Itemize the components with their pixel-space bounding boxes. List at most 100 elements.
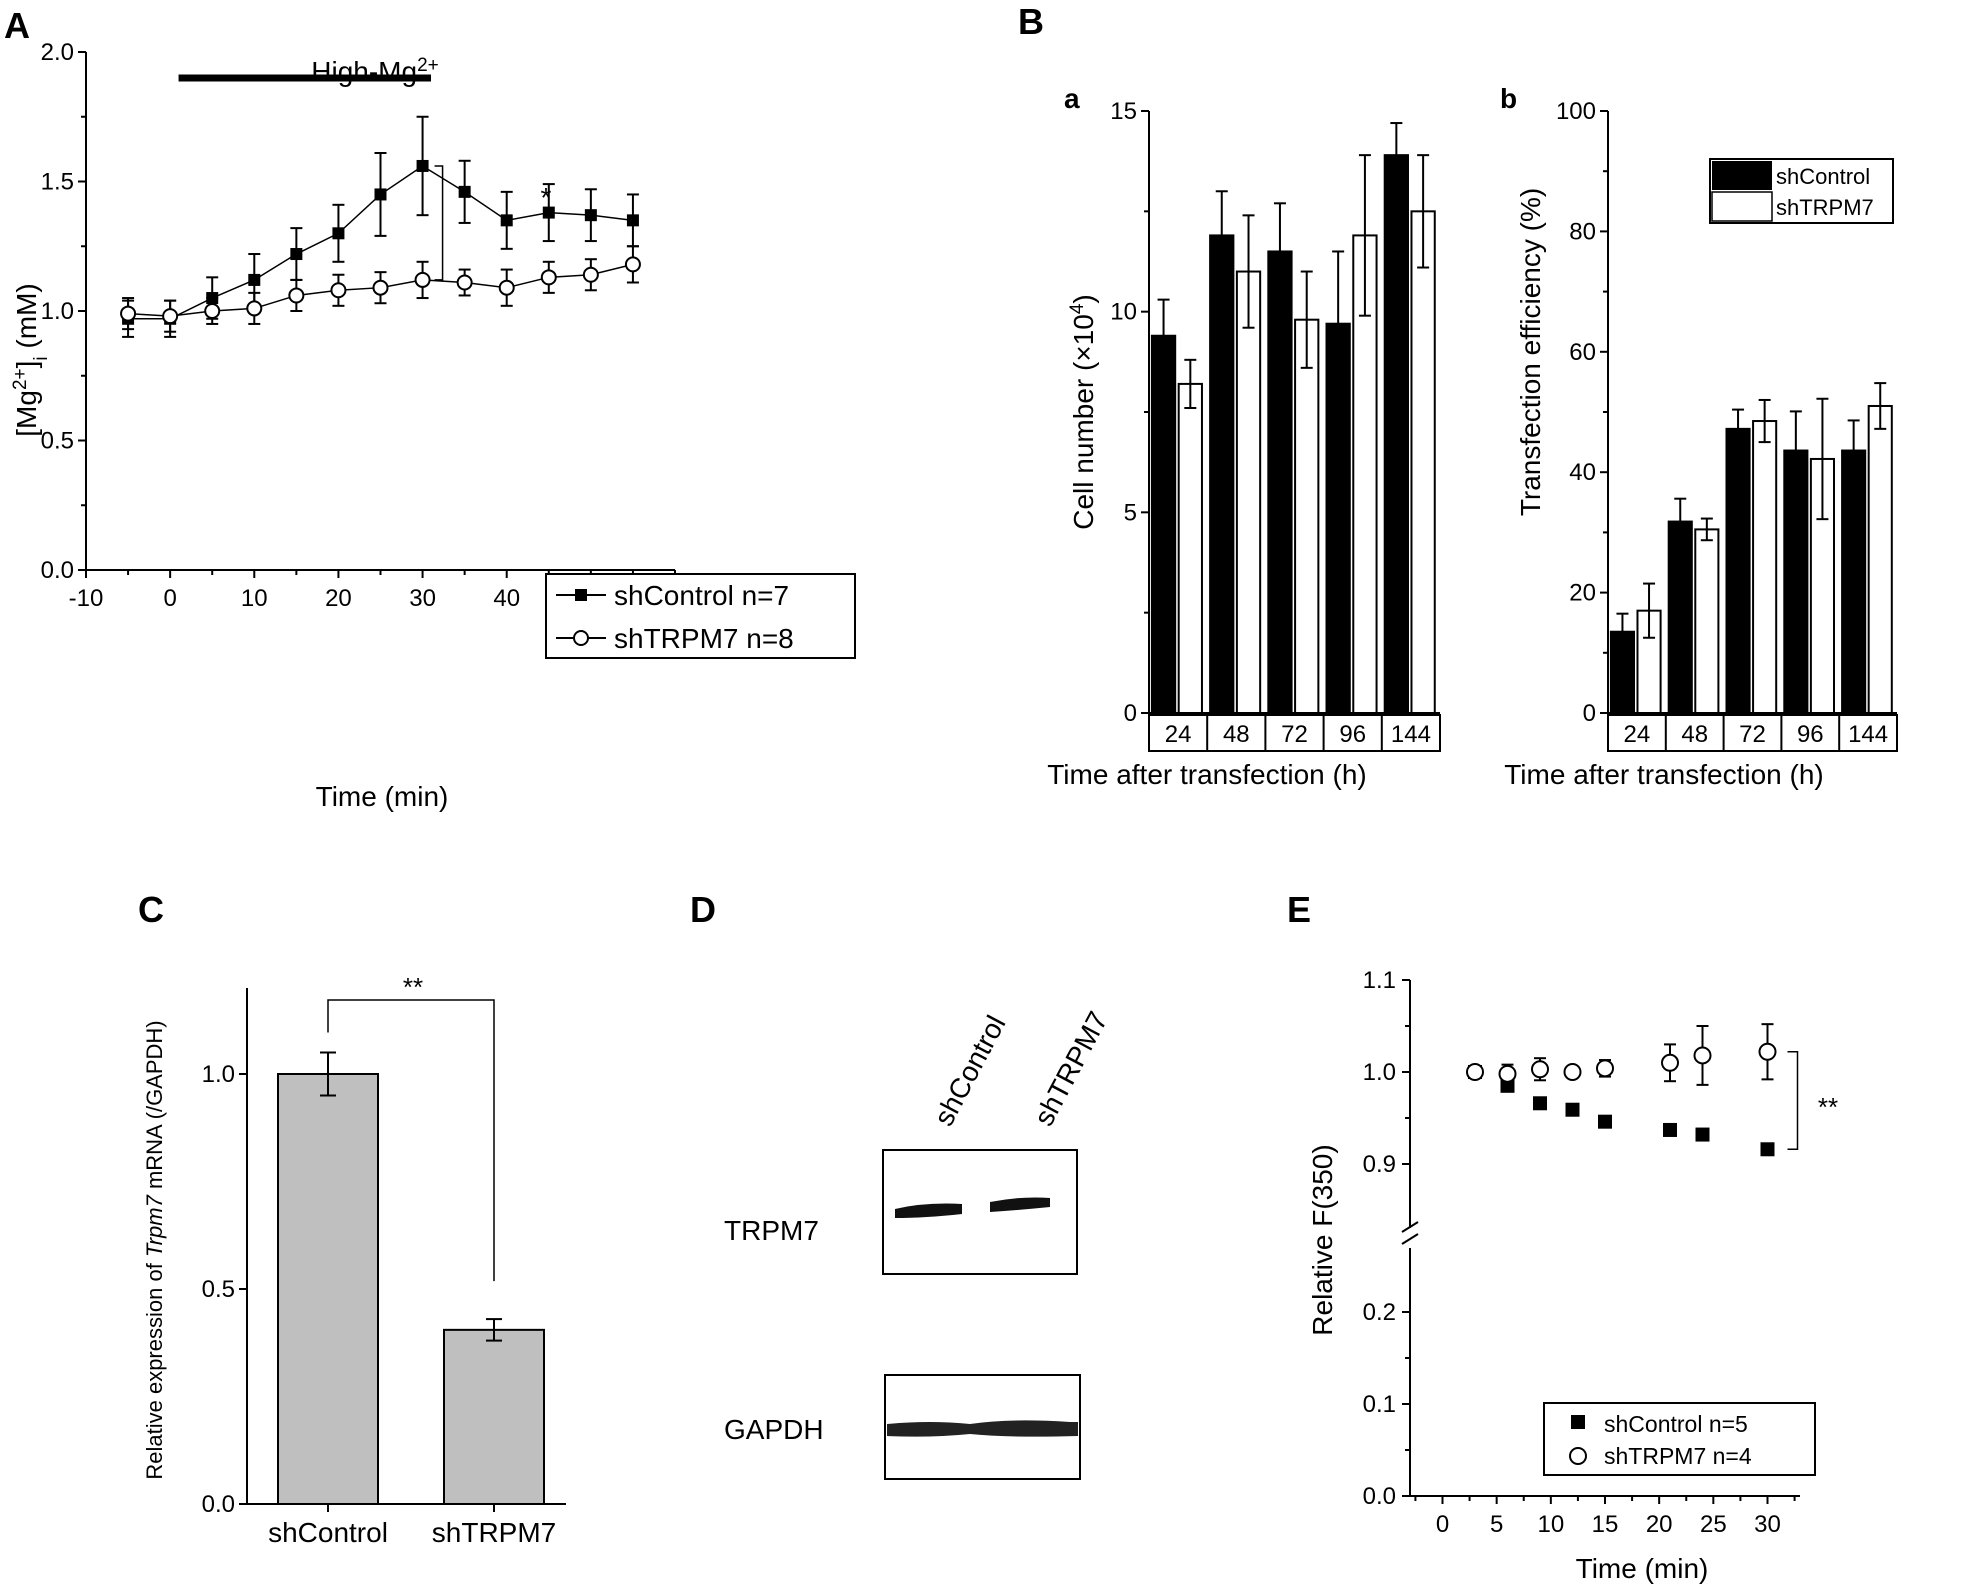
x-tick-label: 10 [241,585,268,612]
data-point-shcontrol [500,214,513,227]
panel-a-significance: * [541,182,552,213]
y-tick-label: 40 [1569,459,1596,486]
data-point-shtrpm7 [582,266,599,283]
bar-shtrpm7 [1867,404,1893,714]
y-tick-label: 0 [1124,700,1137,727]
bar-shcontrol [1841,449,1867,714]
data-point-shcontrol [374,188,387,201]
data-point-shtrpm7 [120,305,137,322]
data-point-shtrpm7 [1466,1063,1484,1081]
data-point-shtrpm7 [204,303,221,319]
bar-shcontrol [1209,234,1235,714]
data-point-shtrpm7 [1563,1063,1582,1081]
panel-a-x-axis-label: Time (min) [316,781,449,812]
data-point-shcontrol [248,273,261,286]
panel-bb-bar-chart: 0 20 40 60 80 100 24 48 72 96 144 [1556,98,1898,752]
y-tick-label: 100 [1556,98,1596,125]
panel-ba-bar-chart: 0 5 10 15 24 48 72 96 144 [1110,98,1441,752]
blot-lane-label-shtrpm7: shTRPM7 [1028,1006,1114,1130]
panel-c-bar-chart: 0.0 0.5 1.0 shControl shTRPM7 [202,988,566,1548]
data-point-shtrpm7 [1758,1042,1777,1061]
bar-shtrpm7 [1410,210,1436,714]
y-tick-label: 1.1 [1363,967,1396,994]
data-point-shtrpm7 [162,308,179,325]
axis-break-mark [1401,1221,1419,1233]
data-point-shcontrol [1565,1102,1580,1117]
y-tick-label: 0.0 [41,557,74,584]
data-point-shcontrol [1598,1114,1612,1129]
category-table [1607,714,1898,752]
data-point-shcontrol [206,292,219,305]
y-tick-label: 1.0 [1363,1059,1396,1086]
y-tick-label: 0.0 [202,1491,235,1518]
data-point-shcontrol [332,227,345,240]
y-tick-label: 80 [1569,218,1596,245]
y-tick-label: 0 [1583,700,1596,727]
bar-shtrpm7 [1235,270,1262,714]
bar-shcontrol [1725,427,1751,714]
blot-row-label-trpm7: TRPM7 [724,1215,819,1246]
legend-filled-square-marker [575,589,587,601]
y-tick-label: 60 [1569,339,1596,366]
x-tick-label: 10 [1537,1511,1564,1538]
data-point-shtrpm7 [1661,1053,1679,1072]
blot-trpm7-membrane [882,1149,1078,1275]
y-tick-label: 0.9 [1363,1151,1396,1178]
data-point-shcontrol [458,185,471,198]
panel-a-line-chart: -1001020304050600.00.51.01.52.0 [41,39,689,612]
panel-a-legend: shControl n=7 shTRPM7 n=8 [545,573,856,659]
y-tick-label: 0.5 [202,1276,235,1303]
panel-label-e: E [1287,889,1311,930]
bar-shtrpm7 [1694,528,1720,715]
x-tick-label: -10 [69,585,104,612]
data-point-shtrpm7 [372,279,389,296]
panel-a-legend-shcontrol: shControl n=7 [614,580,789,611]
bar-shcontrol [1150,334,1177,714]
data-point-shtrpm7 [1693,1046,1712,1065]
data-point-shtrpm7 [1531,1060,1549,1079]
y-tick-label: 0.2 [1363,1299,1396,1326]
data-point-shtrpm7 [1498,1064,1517,1083]
panel-label-b-a: a [1064,83,1080,114]
bar-shtrpm7 [443,1328,545,1505]
x-tick-label: 30 [409,585,436,612]
category-label: 72 [1739,721,1766,748]
significance-bracket [327,999,495,1282]
panel-label-c: C [138,889,164,930]
bar-shtrpm7 [1177,382,1203,714]
data-point-shcontrol [584,209,597,222]
panel-label-b: B [1018,1,1044,42]
category-label: 144 [1391,721,1431,748]
data-point-shtrpm7 [1596,1059,1614,1078]
blot-lane-label-shcontrol: shControl [928,1010,1012,1130]
x-tick-label: 20 [1646,1511,1673,1538]
data-point-shtrpm7 [540,269,557,286]
data-point-shtrpm7 [330,282,347,299]
y-tick-label: 15 [1110,98,1137,125]
legend-open-circle-marker [573,630,589,646]
panel-e-scatter-chart: 0.9 1.0 1.1 0.0 0.1 0.2 0 5 10 15 20 25 30 [1363,967,1800,1538]
data-point-shcontrol [1695,1127,1710,1142]
bar-shcontrol [277,1073,379,1505]
category-label: 48 [1223,721,1250,748]
panel-ba-x-axis-label: Time after transfection (h) [1047,759,1367,790]
data-point-shcontrol [542,206,555,219]
legend-open-circle-marker [1569,1447,1587,1465]
panel-e-significance: ** [1818,1092,1838,1122]
panel-e-legend: shControl n=5 shTRPM7 n=4 [1543,1402,1816,1476]
data-point-shcontrol [290,248,303,261]
bar-shtrpm7 [1294,318,1320,714]
bar-shcontrol [1267,250,1293,714]
bar-shcontrol [1383,154,1409,714]
x-tick-label: 30 [1754,1511,1781,1538]
panel-label-b-b: b [1500,83,1517,114]
x-tick-label: 40 [493,585,520,612]
data-point-shtrpm7 [414,271,431,288]
data-point-shtrpm7 [624,256,641,273]
bar-shtrpm7 [1752,420,1778,714]
panel-a-legend-shtrpm7: shTRPM7 n=8 [614,623,794,654]
bar-shcontrol [1667,520,1693,715]
data-point-shtrpm7 [246,300,263,317]
blot-row-label-gapdh: GAPDH [724,1414,824,1445]
panel-e-x-axis-label: Time (min) [1576,1553,1709,1584]
